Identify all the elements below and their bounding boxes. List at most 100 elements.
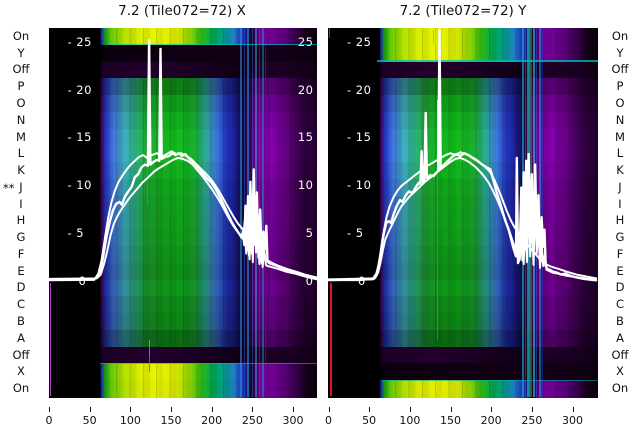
heatmap-column-texture [48, 195, 317, 214]
heatmap-row-x [328, 363, 598, 381]
y-tick-label-inner-left: - 10 [347, 178, 372, 193]
y-tick-label-inner-left: - 5 [347, 225, 364, 240]
row-label-right-m: M [615, 129, 625, 144]
y-tick-label-inner-left: - 20 [347, 82, 372, 97]
row-label-right-d: D [615, 280, 625, 295]
heatmap-row-k [48, 162, 317, 180]
heatmap-column-texture [328, 111, 598, 130]
heatmap-row-k [328, 162, 598, 180]
row-label-right-e: E [616, 263, 624, 278]
right-panel-title: 7.2 (Tile072=72) Y [399, 3, 527, 19]
x-axis-tick [572, 407, 574, 412]
x-tick-label: 50 [362, 414, 377, 427]
stripe-overlay [535, 28, 538, 397]
heatmap-column-texture [328, 262, 598, 281]
heatmap-column-texture [48, 380, 317, 398]
heatmap-row-d [48, 279, 317, 297]
row-label-left-a: A [17, 330, 25, 345]
heatmap-column-texture [328, 229, 598, 247]
heatmap-row-c [328, 296, 598, 314]
row-edge-line [107, 43, 317, 45]
stripe-overlay [258, 28, 260, 397]
heatmap-row-x [48, 363, 317, 381]
heatmap-row-o [328, 95, 598, 113]
y-tick-label-inner-left: - 20 [67, 82, 92, 97]
x-axis-tick [409, 407, 411, 412]
heatmap-row-l [328, 145, 598, 163]
y-tick-label-inner-left: - 15 [347, 130, 372, 145]
stripe-overlay [149, 340, 151, 356]
stripe-overlay [146, 130, 148, 205]
x-tick-label: 100 [119, 414, 141, 427]
stripe-overlay [251, 28, 253, 397]
x-tick-label: 50 [82, 414, 97, 427]
heatmap-column-texture [328, 95, 598, 113]
heatmap-column-texture [328, 296, 598, 314]
stripe-overlay [532, 28, 536, 397]
stripe-overlay [433, 30, 435, 44]
heatmap-row-i [328, 195, 598, 214]
heatmap-row-a [48, 329, 317, 348]
heatmap-column-texture [48, 329, 317, 348]
heatmap-row-off [328, 61, 598, 79]
y-tick-label-inner-left: 0 [358, 273, 366, 288]
heatmap-column-texture [48, 313, 317, 331]
y-tick-label-inner-right: 20 [297, 82, 314, 97]
x-tick-label: 100 [399, 414, 421, 427]
x-tick-label: 300 [282, 414, 304, 427]
heatmap-column-texture [48, 246, 317, 264]
stripe-overlay [240, 28, 242, 397]
heatmap-column-texture [328, 162, 598, 180]
row-label-left-e: E [17, 263, 25, 278]
y-tick-label-inner-left: - 25 [67, 34, 92, 49]
row-label-left-m: M [16, 129, 26, 144]
row-label-left-off: Off [12, 347, 30, 362]
heatmap-column-texture [328, 212, 598, 230]
heatmap-row-e [328, 262, 598, 281]
stripe-overlay [328, 28, 331, 38]
y-tick-label-inner-right: 5 [305, 225, 314, 240]
row-edge-line [382, 379, 598, 381]
x-tick-label: 250 [521, 414, 543, 427]
y-tick-label-inner-right: 15 [297, 130, 314, 145]
row-edge-line [377, 60, 598, 62]
stripe-overlay [49, 283, 51, 396]
x-axis-tick [531, 407, 533, 412]
heatmap-column-texture [48, 95, 317, 113]
heatmap-row-off [328, 346, 598, 365]
heatmap-column-texture [48, 162, 317, 180]
stripe-overlay [437, 100, 439, 170]
y-tick-label-inner-left: - 10 [67, 178, 92, 193]
row-label-right-b: B [616, 314, 624, 329]
heatmap-column-texture [328, 313, 598, 331]
stripe-overlay [247, 28, 250, 397]
row-marker-asterisks: ** [3, 181, 15, 196]
x-tick-label: 0 [45, 414, 53, 427]
y-tick-label-inner-right: 10 [297, 178, 314, 193]
row-label-right-i: I [618, 196, 622, 211]
heatmap-column-texture [328, 380, 598, 398]
row-label-left-y: Y [17, 45, 25, 60]
heatmap-column-texture [328, 195, 598, 214]
row-label-right-k: K [616, 163, 624, 178]
stripe-overlay [538, 28, 541, 397]
heatmap-row-off [48, 346, 317, 365]
heatmap-row-o [48, 95, 317, 113]
heatmap-row-on [328, 380, 598, 398]
row-label-right-on: On [611, 28, 629, 43]
x-tick-label: 200 [201, 414, 223, 427]
x-axis-tick [211, 407, 213, 412]
row-label-right-off: Off [611, 62, 629, 77]
stripe-overlay [330, 283, 332, 396]
row-label-left-o: O [16, 95, 26, 110]
left-panel-title: 7.2 (Tile072=72) X [118, 3, 246, 19]
heatmap-column-texture [48, 111, 317, 130]
y-tick-label-inner-left: - 15 [67, 130, 92, 145]
row-label-right-h: H [615, 213, 625, 228]
heatmap-row-g [328, 229, 598, 247]
heatmap-column-texture [48, 145, 317, 163]
heatmap-column-texture [328, 246, 598, 264]
x-axis-tick [293, 407, 295, 412]
y-tick-label-inner-right: 25 [297, 34, 314, 49]
